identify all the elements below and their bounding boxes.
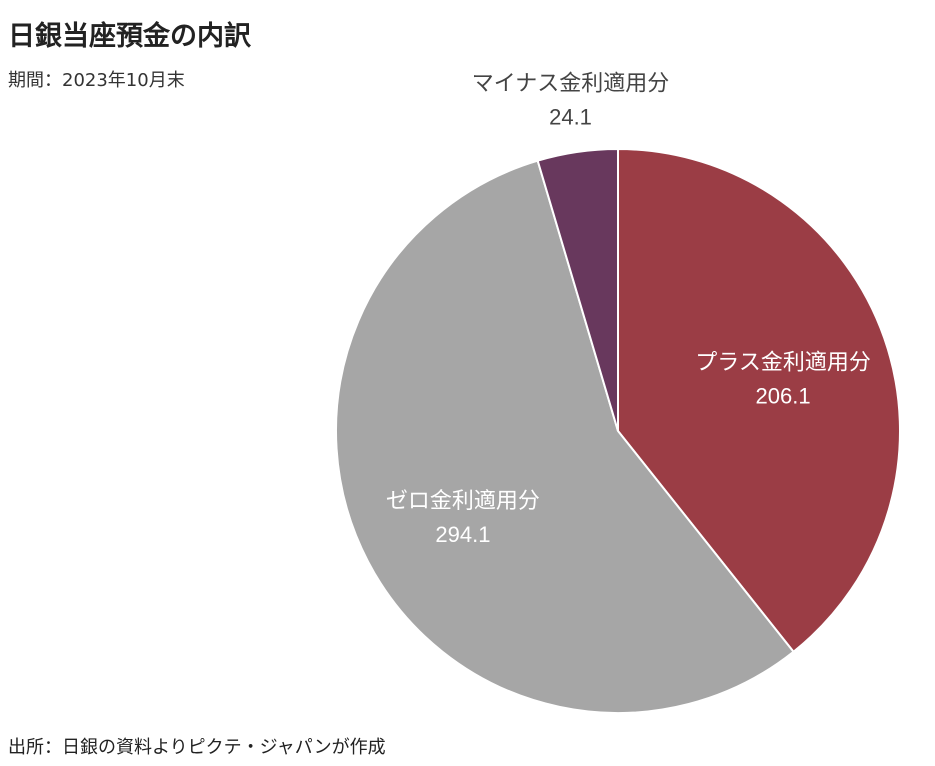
slice-label-3: マイナス金利適用分 — [472, 70, 670, 95]
source-note: 出所：日銀の資料よりピクテ・ジャパンが作成 — [8, 737, 386, 758]
pie-slice-3 — [536, 147, 619, 432]
chart-title: 日銀当座預金の内訳 — [8, 21, 251, 52]
slice-value-label-2: 294.1 — [435, 522, 490, 547]
slice-label-1: プラス金利適用分 — [695, 349, 871, 374]
slice-label-2: ゼロ金利適用分 — [386, 488, 540, 513]
pie-slice-1 — [617, 147, 901, 654]
pie-slice-2 — [335, 159, 795, 714]
slice-value-label-1: 206.1 — [756, 383, 811, 408]
slice-value-label-3: 24.1 — [549, 104, 592, 129]
chart-subtitle: 期間：2023年10月末 — [8, 70, 185, 91]
